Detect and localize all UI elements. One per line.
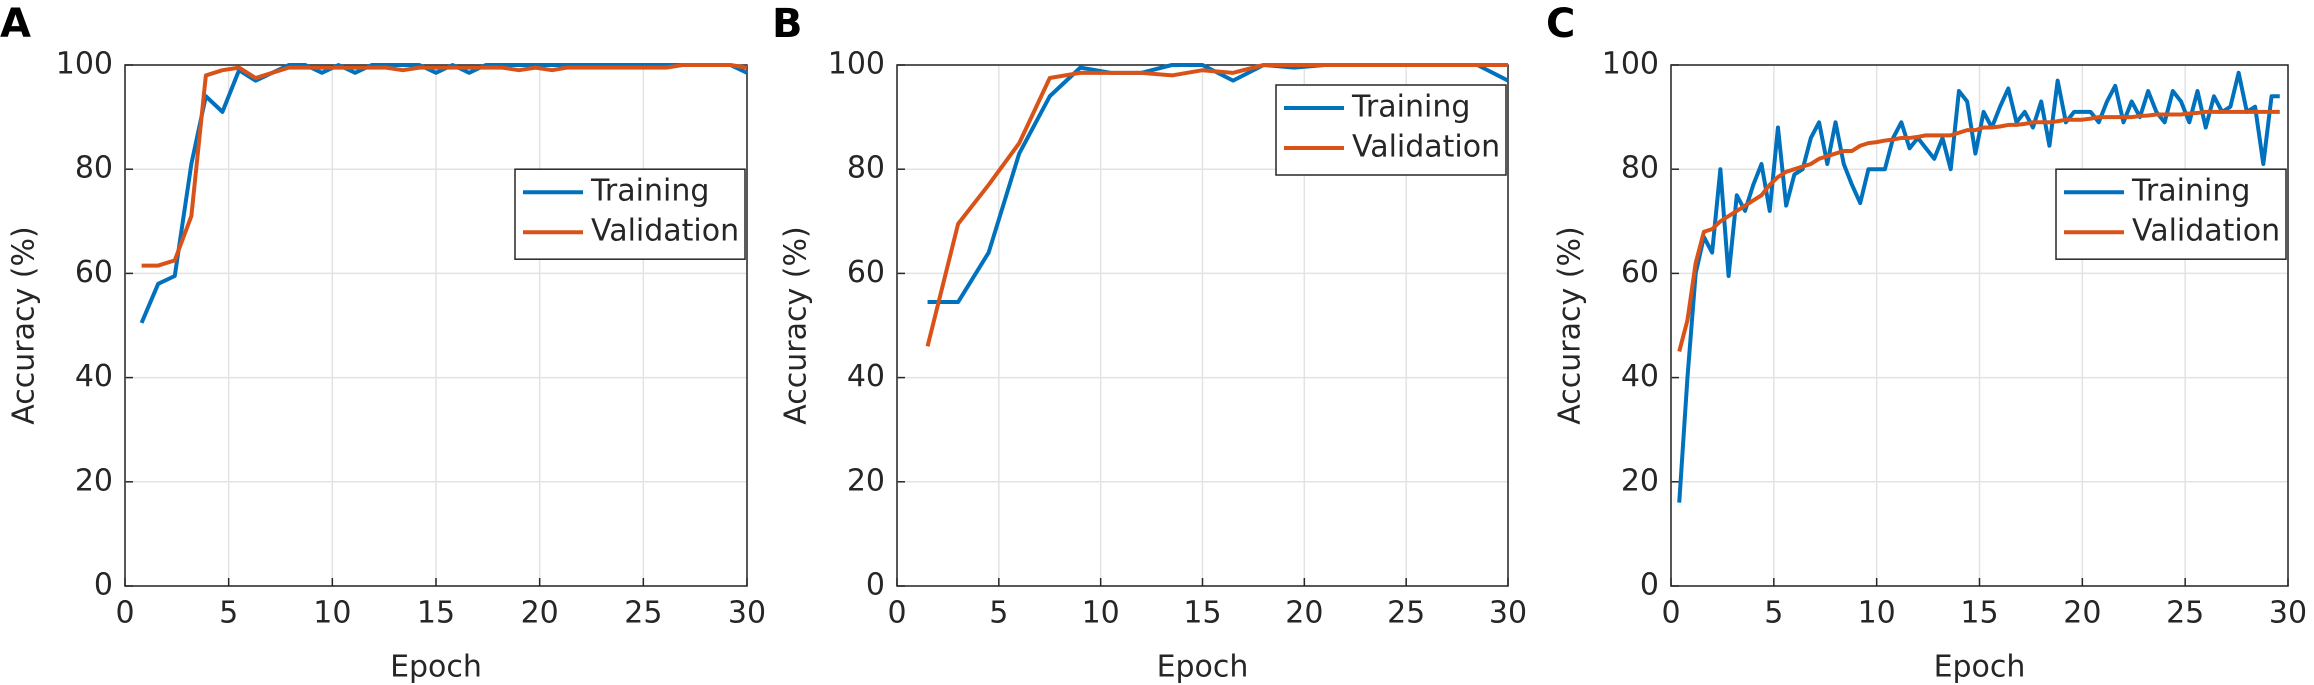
panel-label: A: [0, 1, 31, 47]
y-tick-label: 60: [1621, 255, 1659, 290]
panel: B 0 20 40 60 80 100 0 5 10 15 20 25 30 Epoch Accuracy (…: [772, 1, 1527, 685]
y-tick-label: 40: [75, 359, 113, 394]
x-tick-label: 10: [1858, 596, 1896, 631]
y-tick-label: 40: [847, 359, 885, 394]
axes-frame: [124, 64, 748, 587]
x-tick-label: 10: [1082, 596, 1120, 631]
y-tick-label: 100: [56, 47, 113, 82]
legend-label: Validation: [1352, 130, 1500, 165]
legend-label: Validation: [591, 214, 739, 249]
x-tick-label: 20: [2063, 596, 2101, 631]
y-axis-title: Accuracy (%): [779, 226, 814, 424]
y-tick-label: 80: [1621, 151, 1659, 186]
x-tick-label: 5: [1764, 596, 1783, 631]
x-tick-label: 25: [1387, 596, 1425, 631]
y-tick-label: 0: [94, 568, 113, 603]
x-tick-label: 0: [1661, 596, 1680, 631]
y-tick-label: 40: [1621, 359, 1659, 394]
y-tick-label: 80: [75, 151, 113, 186]
y-axis-title: Accuracy (%): [1553, 226, 1588, 424]
legend-label: Training: [590, 174, 709, 209]
data-line: [925, 63, 1508, 347]
legend: Training Validation: [2055, 168, 2287, 260]
y-tick-label: 20: [1621, 463, 1659, 498]
data-line: [1677, 70, 2280, 503]
x-tick-label: 25: [624, 596, 662, 631]
legend-box: [1275, 84, 1507, 176]
legend-label: Training: [1351, 90, 1470, 125]
y-tick-label: 100: [828, 47, 885, 82]
x-tick-label: 0: [115, 596, 134, 631]
legend-label: Training: [2131, 174, 2250, 209]
data-line: [1677, 109, 2280, 353]
x-tick-label: 0: [887, 596, 906, 631]
y-tick-label: 0: [866, 568, 885, 603]
panel: C 0 20 40 60 80 100 0 5 10 15 20 25 30 Epoch Accuracy (…: [1546, 1, 2307, 685]
y-axis-title: Accuracy (%): [7, 226, 42, 424]
x-tick-label: 5: [989, 596, 1008, 631]
x-tick-label: 30: [1489, 596, 1527, 631]
x-tick-label: 15: [1960, 596, 1998, 631]
panel-label: C: [1546, 1, 1575, 47]
y-tick-label: 80: [847, 151, 885, 186]
x-tick-label: 20: [1285, 596, 1323, 631]
axes-frame: [1670, 64, 2289, 587]
x-axis-title: Epoch: [390, 650, 482, 685]
x-tick-label: 15: [1183, 596, 1221, 631]
x-tick-label: 25: [2166, 596, 2204, 631]
legend-box: [2055, 168, 2287, 260]
data-line: [141, 63, 748, 268]
x-tick-label: 20: [521, 596, 559, 631]
x-tick-label: 10: [313, 596, 351, 631]
x-tick-label: 5: [219, 596, 238, 631]
y-tick-label: 20: [75, 463, 113, 498]
x-axis-title: Epoch: [1157, 650, 1249, 685]
y-tick-label: 0: [1640, 568, 1659, 603]
legend-box: [514, 168, 746, 260]
legend-label: Validation: [2132, 214, 2280, 249]
legend: Training Validation: [1275, 84, 1507, 176]
y-tick-label: 100: [1602, 47, 1659, 82]
y-tick-label: 20: [847, 463, 885, 498]
x-tick-label: 30: [2269, 596, 2307, 631]
panel: A 0 20 40 60 80 100 0 5 10 15 20 25 30 Epoch Accuracy (…: [0, 1, 766, 685]
legend: Training Validation: [514, 168, 746, 260]
y-tick-label: 60: [75, 255, 113, 290]
x-tick-label: 15: [417, 596, 455, 631]
x-tick-label: 30: [728, 596, 766, 631]
y-tick-label: 60: [847, 255, 885, 290]
x-axis-title: Epoch: [1934, 650, 2026, 685]
panel-label: B: [772, 1, 803, 47]
